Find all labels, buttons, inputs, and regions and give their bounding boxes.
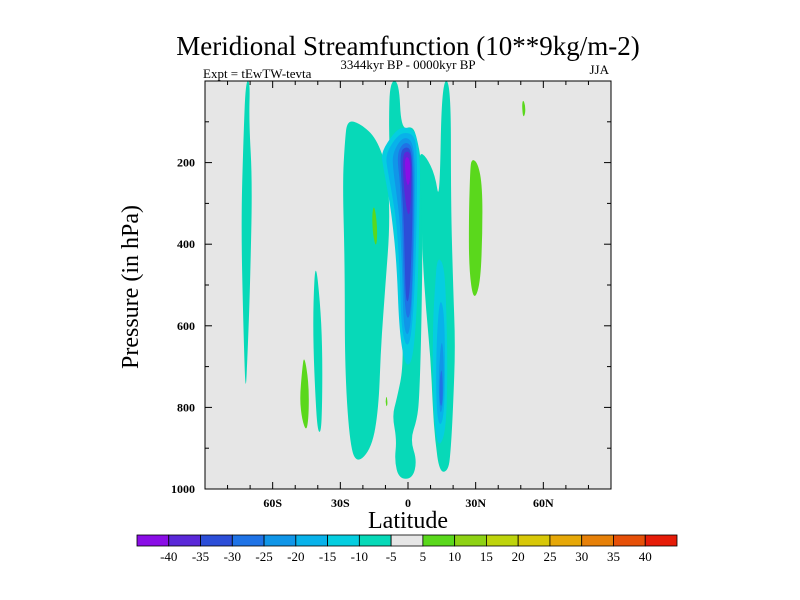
x-tick-label: 60S — [263, 496, 282, 510]
colorbar-label: -40 — [160, 549, 177, 564]
contour-region — [241, 81, 252, 384]
contour-fills — [241, 81, 526, 479]
y-tick-label: 400 — [177, 237, 195, 251]
contour-region — [313, 270, 323, 432]
y-tick-label: 200 — [177, 156, 195, 170]
contour-region — [405, 157, 411, 186]
colorbar-swatch — [295, 534, 328, 547]
x-axis-label: Latitude — [368, 508, 448, 534]
colorbar-swatch — [454, 534, 487, 547]
right-label: JJA — [589, 62, 609, 77]
colorbar-label: -15 — [319, 549, 336, 564]
chart-title: Meridional Streamfunction (10**9kg/m-2) — [176, 31, 639, 61]
colorbar-swatch — [327, 534, 360, 547]
colorbar-swatch — [644, 534, 678, 547]
colorbar-swatch — [390, 534, 424, 547]
colorbar-label: 40 — [639, 549, 652, 564]
colorbar-swatch — [422, 534, 456, 547]
left-label: Expt = tEwTW-tevta — [203, 66, 312, 81]
contour-region — [300, 359, 309, 429]
contour-region — [468, 160, 483, 296]
contour-region — [343, 121, 390, 460]
colorbar-label: -30 — [224, 549, 241, 564]
x-tick-label: 30S — [331, 496, 350, 510]
colorbar-swatch — [136, 534, 170, 547]
colorbar-swatch — [549, 534, 583, 547]
colorbar-swatch — [358, 534, 392, 547]
colorbar-swatch — [613, 534, 646, 547]
y-tick-label: 600 — [177, 319, 195, 333]
colorbar: -40 -35 -30 -25 -20 -15 -10 -5 5 10 15 20 25 30 35 40 — [136, 534, 678, 564]
colorbar-label: 15 — [480, 549, 493, 564]
colorbar-label: -5 — [386, 549, 397, 564]
colorbar-label: 10 — [448, 549, 461, 564]
axes: 60S 30S 0 30N 60N 200 400 600 800 1000 — [171, 81, 611, 510]
colorbar-label: 35 — [607, 549, 620, 564]
colorbar-swatch — [263, 534, 297, 547]
x-tick-label: 0 — [405, 496, 411, 510]
colorbar-swatch — [517, 534, 551, 547]
colorbar-label: -25 — [255, 549, 272, 564]
colorbar-label: 20 — [512, 549, 525, 564]
colorbar-swatch — [581, 534, 614, 547]
colorbar-swatch — [231, 534, 265, 547]
colorbar-swatch — [200, 534, 233, 547]
contour-region — [439, 370, 443, 406]
colorbar-label: -20 — [287, 549, 304, 564]
y-tick-label: 1000 — [171, 482, 195, 496]
contour-region — [385, 396, 388, 407]
x-tick-label: 60N — [533, 496, 554, 510]
center-label: 3344kyr BP - 0000kyr BP — [340, 57, 475, 72]
contour-region — [522, 100, 526, 117]
y-axis-label: Pressure (in hPa) — [118, 205, 144, 369]
colorbar-swatch — [486, 534, 519, 547]
y-tick-label: 800 — [177, 400, 195, 414]
contour-region — [372, 207, 378, 245]
x-tick-label: 30N — [465, 496, 486, 510]
colorbar-label: 30 — [575, 549, 588, 564]
colorbar-label: 25 — [543, 549, 556, 564]
colorbar-label: -10 — [351, 549, 368, 564]
colorbar-label: -35 — [192, 549, 209, 564]
colorbar-swatch — [168, 534, 201, 547]
colorbar-label: 5 — [420, 549, 427, 564]
